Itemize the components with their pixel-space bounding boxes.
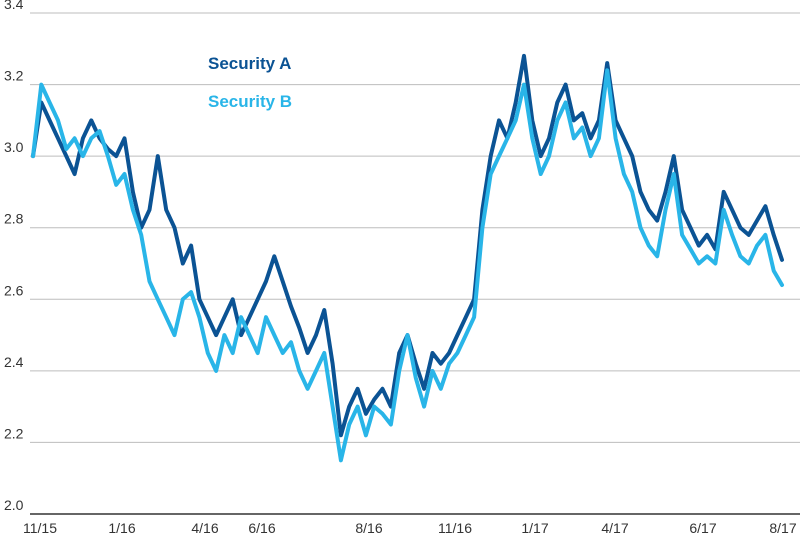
y-tick-label: 2.2 [4, 425, 24, 441]
y-tick-label: 3.4 [4, 0, 24, 12]
legend: Security A Security B [208, 54, 292, 111]
x-tick-label: 1/17 [521, 520, 548, 536]
legend-label-security-b: Security B [208, 92, 292, 111]
x-tick-label: 6/17 [689, 520, 716, 536]
series-line-security-a [31, 53, 784, 438]
y-tick-label: 3.0 [4, 139, 24, 155]
series-line-security-b [31, 68, 784, 463]
legend-label-security-a: Security A [208, 54, 291, 73]
x-tick-label: 8/16 [355, 520, 382, 536]
y-tick-label: 2.4 [4, 354, 24, 370]
y-tick-label: 2.8 [4, 211, 24, 227]
x-tick-label: 4/16 [191, 520, 218, 536]
x-axis-tick-labels: 11/15 1/16 4/16 6/16 8/16 11/16 1/17 4/17 6/17 8/… [23, 520, 797, 536]
x-tick-label: 6/16 [248, 520, 275, 536]
x-tick-label: 11/15 [23, 520, 57, 536]
x-tick-label: 4/17 [601, 520, 628, 536]
x-tick-label: 11/16 [438, 520, 472, 536]
y-tick-label: 2.6 [4, 282, 24, 298]
y-axis-tick-labels: 2.0 2.2 2.4 2.6 2.8 3.0 3.2 3.4 [4, 0, 24, 513]
x-tick-label: 8/17 [769, 520, 796, 536]
x-tick-label: 1/16 [108, 520, 135, 536]
y-tick-label: 2.0 [4, 497, 24, 513]
y-tick-label: 3.2 [4, 68, 24, 84]
series-lines [31, 53, 784, 463]
